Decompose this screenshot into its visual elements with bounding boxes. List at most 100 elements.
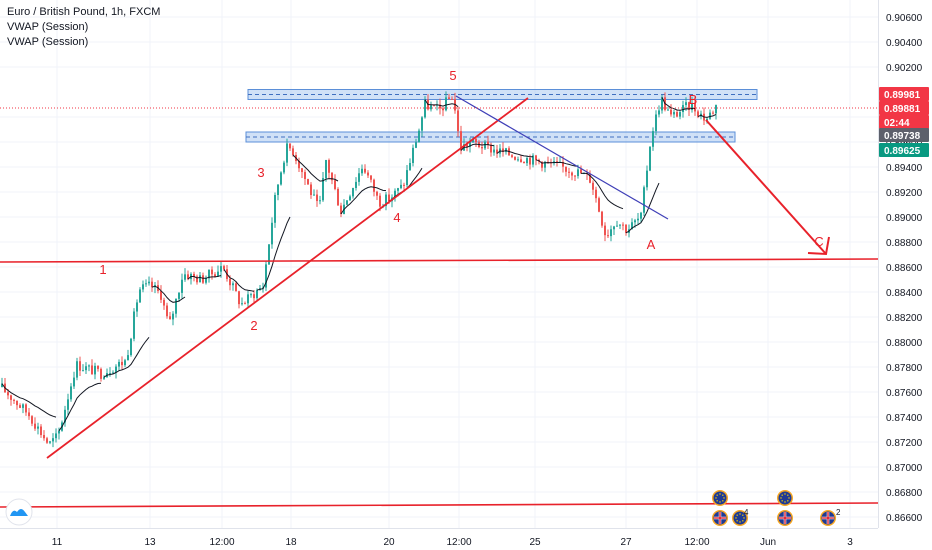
candle-body [529, 158, 531, 165]
vwap-segment [496, 150, 534, 158]
candle-body [571, 172, 573, 176]
eu-star-icon [716, 500, 718, 502]
candle-body [91, 365, 93, 375]
candle-body [73, 377, 75, 387]
price-tick-label: 0.88800 [886, 238, 923, 249]
candle-body [49, 441, 51, 443]
candle-body [253, 294, 255, 299]
symbol-title[interactable]: Euro / British Pound, 1h, FXCM [7, 6, 161, 18]
vwap-segment [1, 383, 57, 418]
candle-body [655, 114, 657, 132]
candle-body [691, 102, 693, 110]
candle-body [202, 275, 204, 283]
candle-body [670, 109, 672, 115]
candle-body [673, 112, 675, 115]
candle-body [244, 303, 246, 305]
candle-body [610, 229, 612, 237]
eu-star-icon [739, 521, 741, 523]
candle-body [376, 191, 378, 196]
candle-body [448, 97, 450, 99]
candle-body [124, 360, 126, 366]
candle-body [103, 377, 105, 379]
price-tag-label: 02:44 [884, 118, 910, 129]
candle-body [598, 198, 600, 212]
vwap-segment [424, 99, 459, 108]
candle-body [196, 276, 198, 283]
price-tick-label: 0.88000 [886, 338, 923, 349]
candle-body [313, 194, 315, 196]
candle-body [619, 224, 621, 226]
price-tick-label: 0.88600 [886, 263, 923, 274]
candle-body [604, 225, 606, 236]
candle-body [121, 361, 123, 366]
candle-body [187, 274, 189, 280]
vwap-segment [388, 167, 423, 202]
candle-body [133, 311, 135, 339]
time-tick-label: 25 [529, 537, 541, 548]
wave-label-3: 3 [257, 165, 264, 180]
price-tag [879, 115, 929, 129]
candle-body [601, 211, 603, 226]
candle-body [142, 284, 144, 290]
chart-legend: Euro / British Pound, 1h, FXCM VWAP (Ses… [7, 5, 160, 50]
candle-body [535, 155, 537, 160]
candle-body [331, 172, 333, 181]
candle-body [298, 160, 300, 169]
candle-body [139, 289, 141, 303]
candle-body [712, 112, 714, 114]
candle-body [34, 423, 36, 429]
candle-body [166, 305, 168, 317]
eu-star-icon [742, 514, 744, 516]
eu-star-icon [788, 497, 790, 499]
price-axis[interactable]: 0.906000.904000.902000.898000.896000.894… [878, 0, 932, 550]
candle-body [88, 365, 90, 367]
indicator-vwap-2[interactable]: VWAP (Session) [7, 36, 89, 48]
time-tick-label: 18 [285, 537, 297, 548]
eu-star-icon [742, 520, 744, 522]
event-count-badge: 2 [836, 508, 841, 517]
eu-star-icon [781, 494, 783, 496]
candle-body [337, 188, 339, 206]
price-tag [879, 143, 929, 157]
candle-body [532, 155, 534, 165]
time-tick-label: 3 [847, 537, 853, 548]
support-line [0, 258, 879, 263]
price-tick-label: 0.86800 [886, 488, 923, 499]
vwap-segment [340, 186, 387, 215]
candle-body [490, 144, 492, 153]
candle-body [256, 290, 258, 299]
candle-body [640, 212, 642, 219]
drawings[interactable]: 1 2 3 4 5 A B C [0, 68, 879, 508]
candle-body [364, 168, 366, 173]
candle-body [394, 190, 396, 198]
wave-label-a: A [647, 237, 656, 252]
candle-body [115, 366, 117, 373]
time-axis[interactable]: 11 13 12:00 18 20 12:00 25 27 12:00 Jun 3 [0, 528, 878, 549]
candle-body [460, 131, 462, 151]
price-tick-label: 0.89200 [886, 188, 923, 199]
candle-body [361, 168, 363, 174]
candle-body [214, 274, 216, 277]
candle-body [229, 278, 231, 286]
candle-body [613, 226, 615, 230]
candle-body [523, 162, 525, 164]
candle-body [184, 274, 186, 280]
eu-star-icon [787, 494, 789, 496]
candle-body [169, 316, 171, 320]
candle-body [307, 179, 309, 185]
candle-body [163, 299, 165, 306]
eu-star-icon [719, 493, 721, 495]
candle-body [85, 366, 87, 371]
price-tick-label: 0.89000 [886, 213, 923, 224]
vwap-segment [625, 182, 660, 234]
candle-body [220, 266, 222, 272]
candle-body [430, 105, 432, 110]
price-tick-label: 0.88400 [886, 288, 923, 299]
eu-star-icon [780, 497, 782, 499]
eu-star-icon [743, 517, 745, 519]
candles [1, 91, 717, 448]
indicator-vwap-1[interactable]: VWAP (Session) [7, 21, 89, 33]
candle-body [268, 244, 270, 265]
